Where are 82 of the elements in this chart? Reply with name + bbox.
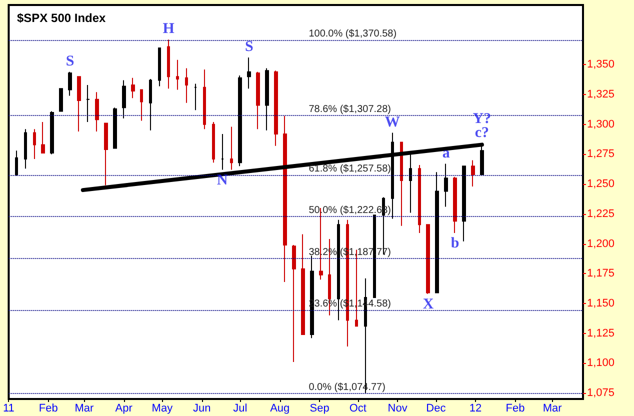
x-tick-label: 12 [469, 402, 482, 414]
annotation: c? [474, 124, 490, 141]
candlestick [230, 126, 233, 170]
candlestick [212, 122, 215, 164]
ref-line-label: 78.6% ($1,307.28) [308, 104, 391, 116]
annotation: H [162, 21, 175, 38]
candlestick [149, 78, 152, 131]
candlestick [50, 110, 54, 155]
y-tick-label: 1,150 [587, 297, 615, 310]
candlestick [400, 142, 403, 226]
y-tick-label: 1,225 [587, 208, 615, 220]
candlestick [104, 122, 108, 186]
y-tick-label: 1,250 [587, 178, 615, 190]
candlestick [247, 57, 251, 90]
annotation: a [442, 145, 450, 162]
y-tick-label: 1,175 [587, 268, 615, 280]
candlestick [140, 89, 143, 122]
candlestick [337, 219, 340, 321]
x-tick-label: Feb [38, 402, 58, 414]
candlestick [158, 47, 161, 87]
candlestick [113, 107, 117, 149]
candlestick [167, 39, 170, 90]
candlestick [453, 176, 457, 234]
candlestick [59, 88, 63, 112]
y-tick-label: 1,300 [587, 118, 615, 130]
x-tick-label: Jun [192, 402, 211, 414]
annotation: W [384, 114, 400, 130]
x-tick-label: 11 [3, 402, 14, 414]
text: $SPX 500 Index [17, 11, 106, 25]
x-tick-label: Jul [233, 402, 248, 414]
x-tick-label: May [152, 402, 174, 414]
ref-line-label: 100.0% ($1,370.58) [308, 28, 397, 40]
candlestick [86, 84, 90, 123]
candlestick [77, 76, 81, 132]
candlestick [471, 160, 475, 187]
y-tick-label: 1,275 [587, 148, 615, 160]
x-tick-label: Oct [349, 402, 366, 414]
y-tick-label: 1,200 [587, 238, 615, 250]
candlestick [462, 166, 466, 242]
candlestick [301, 234, 305, 336]
y-tick-label: 1,350 [587, 58, 615, 71]
candlestick [122, 80, 126, 119]
annotation: b [450, 236, 460, 252]
y-tick-label: 1,100 [587, 357, 615, 370]
x-tick-label: Mar [74, 402, 94, 414]
candlestick [41, 122, 45, 154]
candlestick [131, 77, 135, 99]
annotation: X [422, 296, 434, 312]
annotation: S [245, 39, 254, 56]
candlestick [203, 68, 206, 130]
candlestick [426, 224, 430, 294]
candlestick [221, 133, 224, 170]
x-tick-label: Mar [542, 402, 562, 414]
candlestick [238, 74, 242, 167]
candlestick [33, 128, 36, 160]
candlestick [68, 71, 72, 96]
ref-line-label: 61.8% ($1,257.58) [308, 164, 391, 175]
x-tick-label: Feb [506, 402, 525, 414]
candlestick [435, 172, 439, 294]
x-tick-label: Dec [426, 402, 446, 414]
y-tick-label: 1,075 [587, 387, 615, 400]
candlestick [15, 150, 18, 176]
x-tick-label: Sep [310, 402, 330, 414]
candlestick [256, 71, 260, 130]
candlestick [265, 68, 269, 131]
y-tick-label: 1,125 [587, 327, 615, 340]
y-tick-label: 1,325 [587, 88, 615, 101]
x-tick-label: Apr [115, 402, 133, 414]
candlestick [444, 163, 448, 208]
candlestick [283, 116, 287, 282]
candlestick [185, 68, 188, 104]
candlestick [418, 164, 421, 234]
candlestick [292, 244, 296, 362]
annotation: N [216, 172, 228, 188]
candlestick [274, 70, 278, 146]
x-tick-label: Aug [270, 402, 290, 414]
x-tick-label: Nov [388, 402, 408, 414]
candlestick [176, 59, 179, 90]
candlestick [24, 128, 27, 170]
candlestick [194, 83, 197, 111]
annotation: S [66, 53, 74, 70]
candlestick [95, 92, 99, 132]
